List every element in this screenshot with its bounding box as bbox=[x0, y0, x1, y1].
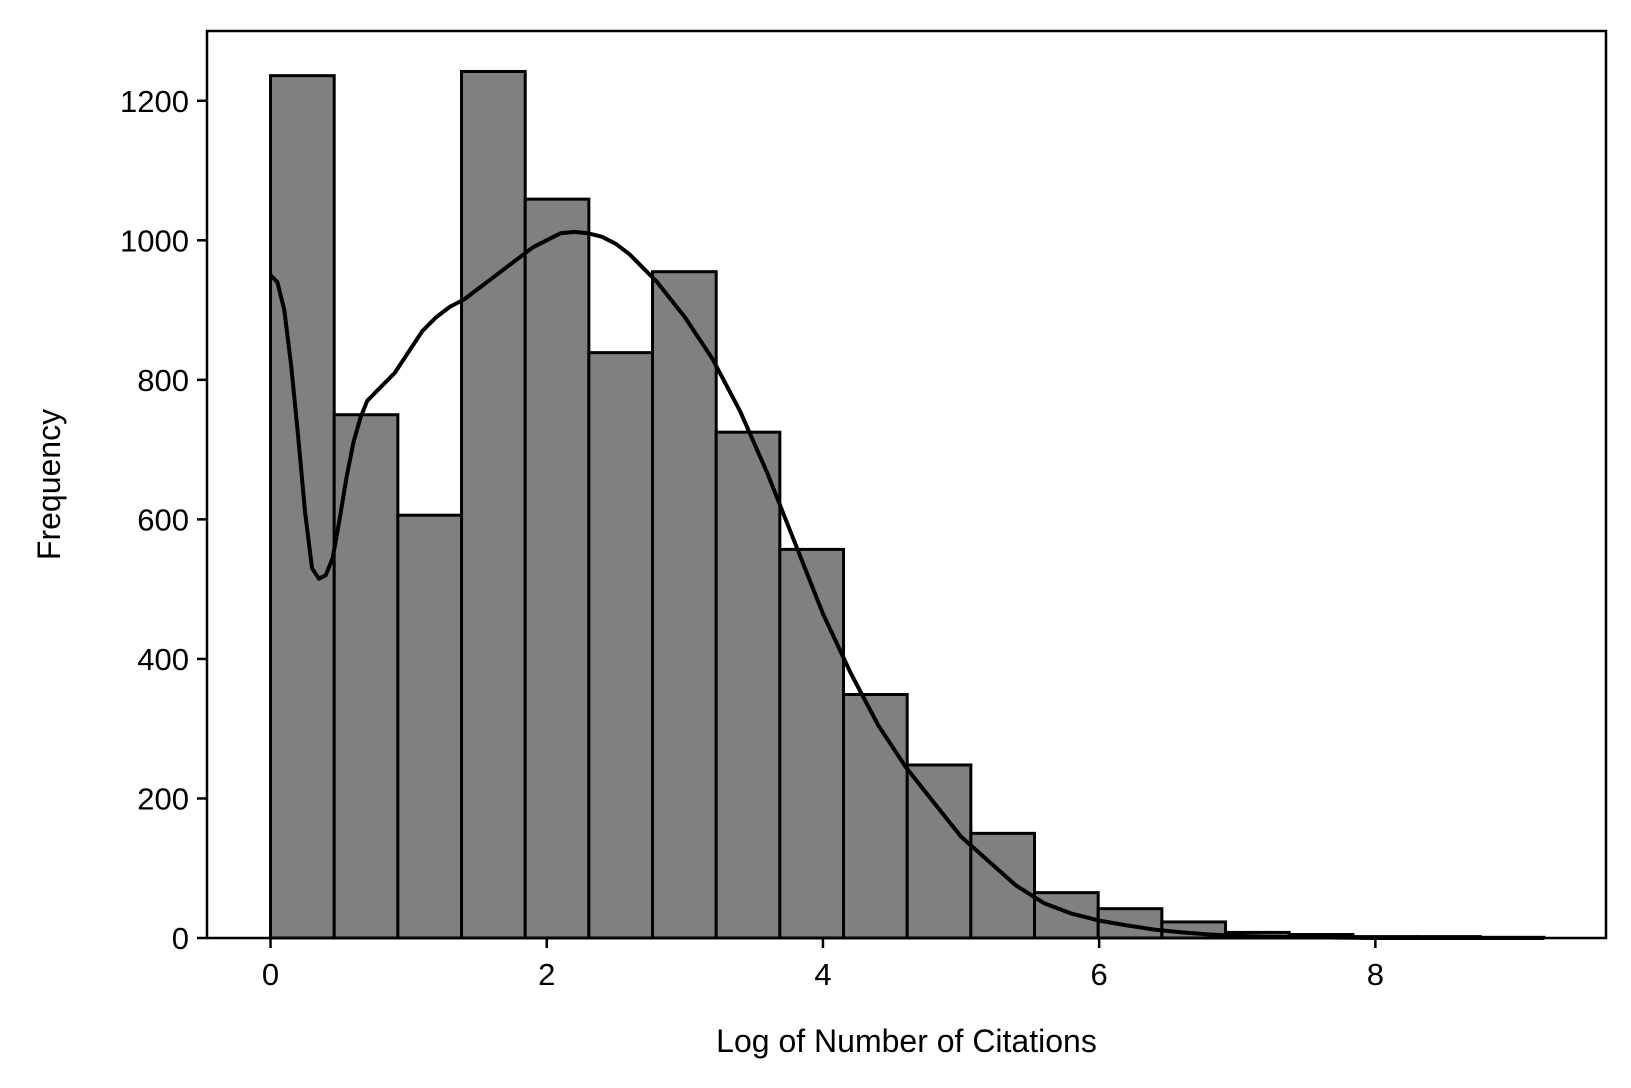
y-tick-label: 1000 bbox=[120, 223, 189, 258]
x-tick-label: 0 bbox=[262, 957, 279, 992]
plot-frame bbox=[205, 29, 1608, 940]
histogram-bar bbox=[1033, 891, 1100, 940]
y-tick-label: 600 bbox=[137, 502, 189, 537]
y-tick-label: 200 bbox=[137, 781, 189, 816]
x-tick-label: 4 bbox=[814, 957, 831, 992]
histogram-bar bbox=[905, 763, 973, 940]
histogram-bar bbox=[396, 513, 464, 940]
y-tick-label: 1200 bbox=[120, 84, 189, 119]
histogram-bar bbox=[332, 413, 400, 940]
histogram-bars bbox=[269, 69, 1546, 940]
x-axis-ticks: 0 2 4 6 8 bbox=[262, 938, 1384, 992]
histogram-bar bbox=[269, 74, 336, 940]
x-tick-label: 6 bbox=[1091, 957, 1108, 992]
histogram-bar bbox=[587, 351, 655, 940]
y-tick-label: 800 bbox=[137, 363, 189, 398]
y-axis-label: Frequency bbox=[31, 409, 67, 560]
histogram-bar bbox=[714, 430, 782, 940]
y-axis-ticks: 0 200 400 600 800 1000 1200 bbox=[120, 84, 207, 956]
histogram-bar bbox=[651, 270, 718, 940]
x-tick-label: 2 bbox=[538, 957, 555, 992]
y-tick-label: 0 bbox=[172, 921, 189, 956]
histogram-bar bbox=[460, 69, 527, 940]
x-axis-label: Log of Number of Citations bbox=[716, 1023, 1097, 1059]
histogram-bar bbox=[778, 547, 846, 940]
x-tick-label: 8 bbox=[1367, 957, 1384, 992]
kde-curve bbox=[269, 229, 1544, 940]
histogram-bar bbox=[523, 197, 591, 940]
y-tick-label: 400 bbox=[137, 642, 189, 677]
histogram-bar bbox=[969, 831, 1037, 940]
histogram-bar bbox=[842, 693, 909, 940]
